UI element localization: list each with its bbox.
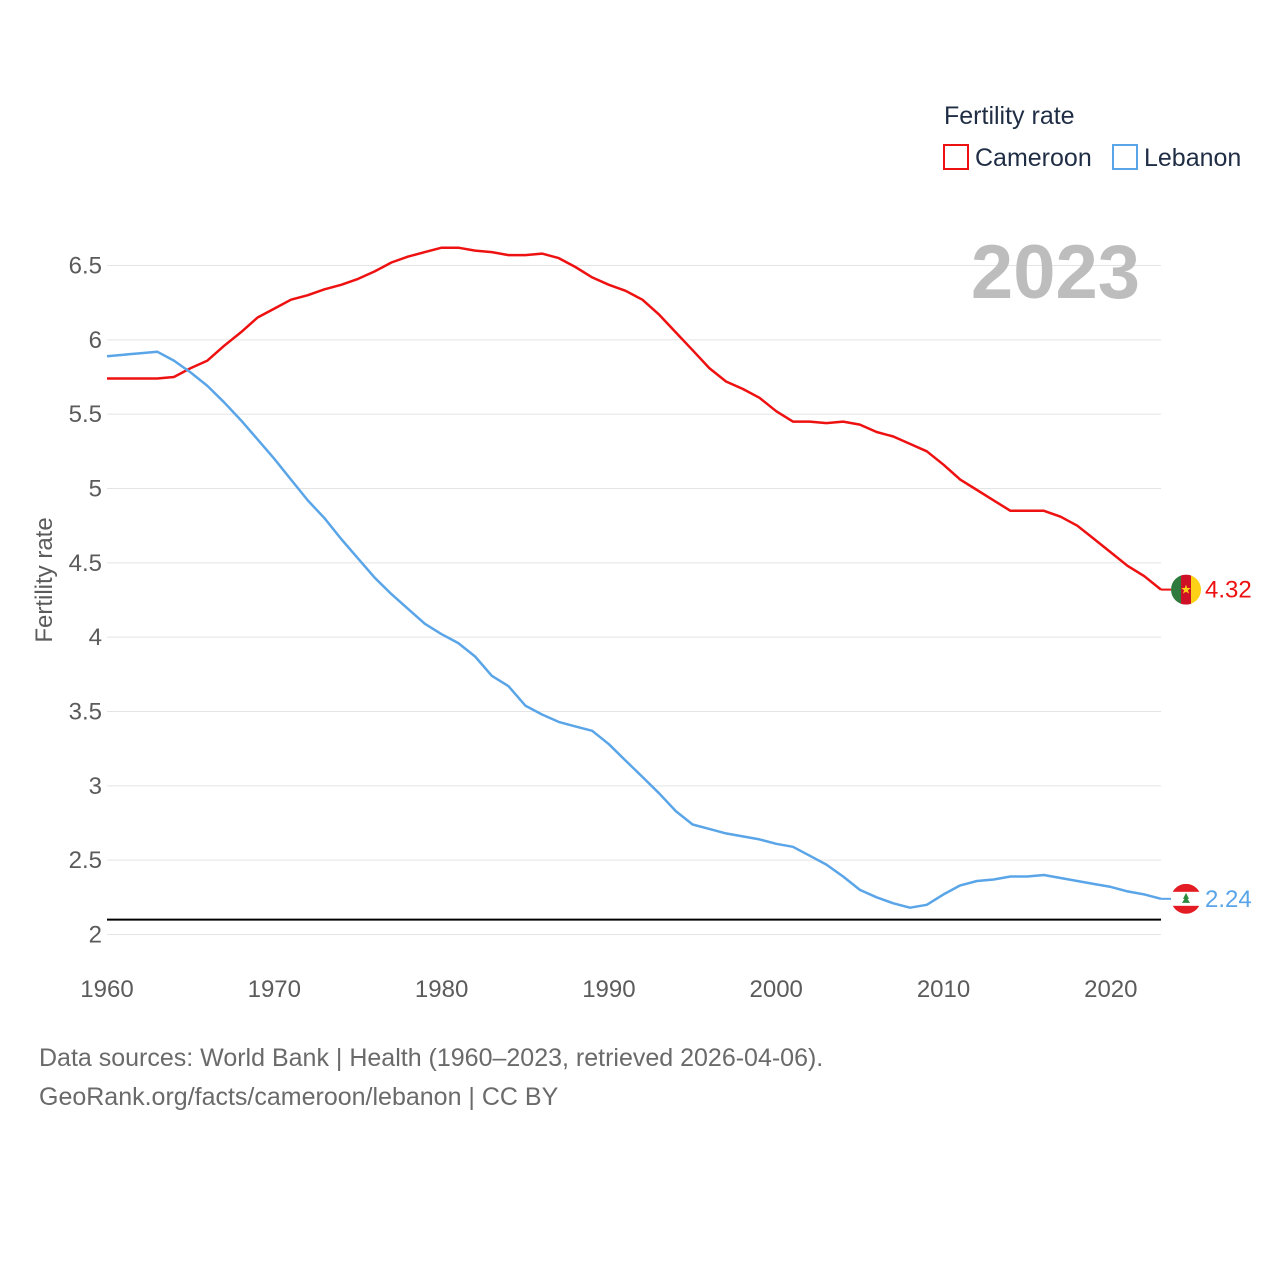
y-axis-label: Fertility rate <box>31 517 58 642</box>
footer-sources: Data sources: World Bank | Health (1960–… <box>39 1044 824 1072</box>
lebanon-end-value: 2.24 <box>1205 886 1252 913</box>
legend-item-cameroon[interactable]: Cameroon <box>943 144 1092 172</box>
y-tick-label: 3.5 <box>69 699 102 726</box>
y-tick-label: 6 <box>89 327 102 354</box>
y-tick-label: 3 <box>89 773 102 800</box>
x-axis-ticks: 1960 1970 1980 1990 2000 2010 2020 <box>80 976 1137 1003</box>
legend-swatch-cameroon <box>943 144 969 170</box>
lebanon-flag-icon <box>1171 883 1201 914</box>
y-tick-label: 6.5 <box>69 253 102 280</box>
x-tick-label: 1970 <box>248 976 301 1003</box>
y-tick-label: 2 <box>89 922 102 949</box>
legend-title: Fertility rate <box>944 102 1075 130</box>
cameroon-end-value: 4.32 <box>1205 577 1252 604</box>
x-tick-label: 1960 <box>80 976 133 1003</box>
legend-item-lebanon[interactable]: Lebanon <box>1112 144 1241 172</box>
series-line-lebanon[interactable] <box>106 350 1162 909</box>
footer-attribution[interactable]: GeoRank.org/facts/cameroon/lebanon | CC … <box>39 1083 559 1111</box>
year-display: 2023 <box>971 230 1140 315</box>
y-axis-ticks: 2 2.5 3 3.5 4 4.5 5 5.5 6 6.5 <box>69 253 102 949</box>
y-tick-label: 4 <box>89 624 102 651</box>
y-tick-label: 4.5 <box>69 550 102 577</box>
legend: Fertility rate Cameroon Lebanon <box>943 102 1241 172</box>
legend-label-lebanon: Lebanon <box>1144 144 1241 172</box>
series-line-cameroon[interactable] <box>107 246 1162 591</box>
y-tick-label: 5.5 <box>69 401 102 428</box>
y-tick-label: 5 <box>89 476 102 503</box>
legend-swatch-lebanon <box>1112 144 1138 170</box>
x-tick-label: 2000 <box>750 976 803 1003</box>
y-tick-label: 2.5 <box>69 847 102 874</box>
x-tick-label: 2020 <box>1084 976 1137 1003</box>
series-lines <box>106 246 1171 909</box>
x-tick-label: 1980 <box>415 976 468 1003</box>
x-tick-label: 1990 <box>582 976 635 1003</box>
cameroon-flag-icon <box>1171 574 1201 605</box>
legend-label-cameroon: Cameroon <box>975 144 1092 172</box>
gridlines <box>107 265 1161 935</box>
x-tick-label: 2010 <box>917 976 970 1003</box>
